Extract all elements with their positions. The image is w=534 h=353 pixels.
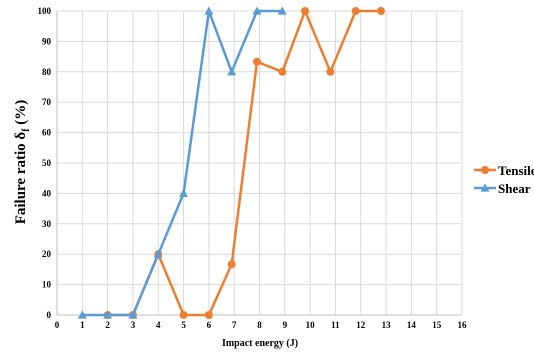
x-tick-label: 9 bbox=[283, 320, 288, 330]
tensile-point bbox=[204, 311, 213, 319]
tensile-point bbox=[179, 311, 188, 319]
x-tick-label: 11 bbox=[331, 320, 340, 330]
x-tick-label: 3 bbox=[131, 320, 136, 330]
y-tick-labels: 0 10 20 30 40 50 60 70 80 90 100 bbox=[38, 6, 52, 320]
tensile-point bbox=[326, 67, 335, 76]
x-tick-label: 6 bbox=[207, 320, 212, 330]
y-axis-label-main: Failure ratio δ bbox=[13, 132, 29, 225]
tensile-point bbox=[301, 7, 310, 15]
y-axis-label: Failure ratio δf (%) bbox=[13, 100, 32, 225]
grid-lines bbox=[56, 10, 463, 316]
x-tick-label: 0 bbox=[55, 320, 60, 330]
y-axis-label-suffix: (%) bbox=[13, 100, 29, 129]
tensile-point bbox=[227, 260, 236, 269]
y-tick-label: 0 bbox=[47, 310, 52, 320]
legend-label-tensile: Tensile bbox=[498, 163, 534, 178]
x-tick-label: 7 bbox=[232, 320, 237, 330]
shear-point bbox=[128, 310, 138, 319]
x-tick-label: 12 bbox=[356, 320, 366, 330]
y-tick-label: 50 bbox=[42, 158, 52, 168]
shear-point bbox=[204, 6, 214, 15]
x-tick-labels: 0 1 2 3 4 5 6 7 8 9 10 11 12 13 14 15 16 bbox=[55, 320, 467, 330]
y-tick-label: 100 bbox=[38, 6, 52, 16]
x-tick-label: 10 bbox=[306, 320, 316, 330]
y-tick-label: 90 bbox=[42, 36, 52, 46]
x-tick-label: 4 bbox=[156, 320, 161, 330]
shear-point bbox=[227, 67, 237, 76]
shear-point bbox=[103, 310, 113, 319]
y-tick-label: 60 bbox=[42, 128, 52, 138]
x-axis-label: Impact energy (J) bbox=[222, 338, 298, 349]
x-tick-label: 15 bbox=[432, 320, 442, 330]
tensile-point bbox=[351, 7, 360, 15]
y-tick-label: 20 bbox=[42, 249, 52, 259]
y-tick-label: 80 bbox=[42, 67, 52, 77]
x-tick-label: 2 bbox=[105, 320, 110, 330]
y-tick-label: 30 bbox=[42, 219, 52, 229]
tensile-point bbox=[377, 7, 385, 15]
series-group bbox=[77, 6, 385, 319]
legend-marker-tensile bbox=[481, 166, 489, 174]
shear-point bbox=[153, 249, 163, 258]
y-tick-label: 10 bbox=[42, 280, 52, 290]
shear-point bbox=[277, 6, 287, 15]
x-tick-label: 14 bbox=[407, 320, 417, 330]
y-tick-label: 70 bbox=[42, 97, 52, 107]
shear-point bbox=[252, 6, 262, 15]
tensile-point bbox=[252, 57, 261, 66]
x-tick-label: 8 bbox=[257, 320, 262, 330]
shear-point bbox=[179, 188, 189, 197]
x-tick-label: 5 bbox=[181, 320, 186, 330]
x-tick-label: 16 bbox=[458, 320, 468, 330]
legend-marker-shear bbox=[480, 183, 490, 192]
x-tick-label: 1 bbox=[80, 320, 85, 330]
legend: Tensile Shear bbox=[474, 163, 534, 196]
y-tick-label: 40 bbox=[42, 188, 52, 198]
tensile-point bbox=[278, 67, 287, 76]
legend-label-shear: Shear bbox=[498, 181, 531, 196]
series-shear bbox=[77, 6, 287, 319]
y-axis-label-subscript: f bbox=[21, 128, 32, 132]
shear-point bbox=[77, 310, 87, 319]
x-tick-label: 13 bbox=[382, 320, 392, 330]
